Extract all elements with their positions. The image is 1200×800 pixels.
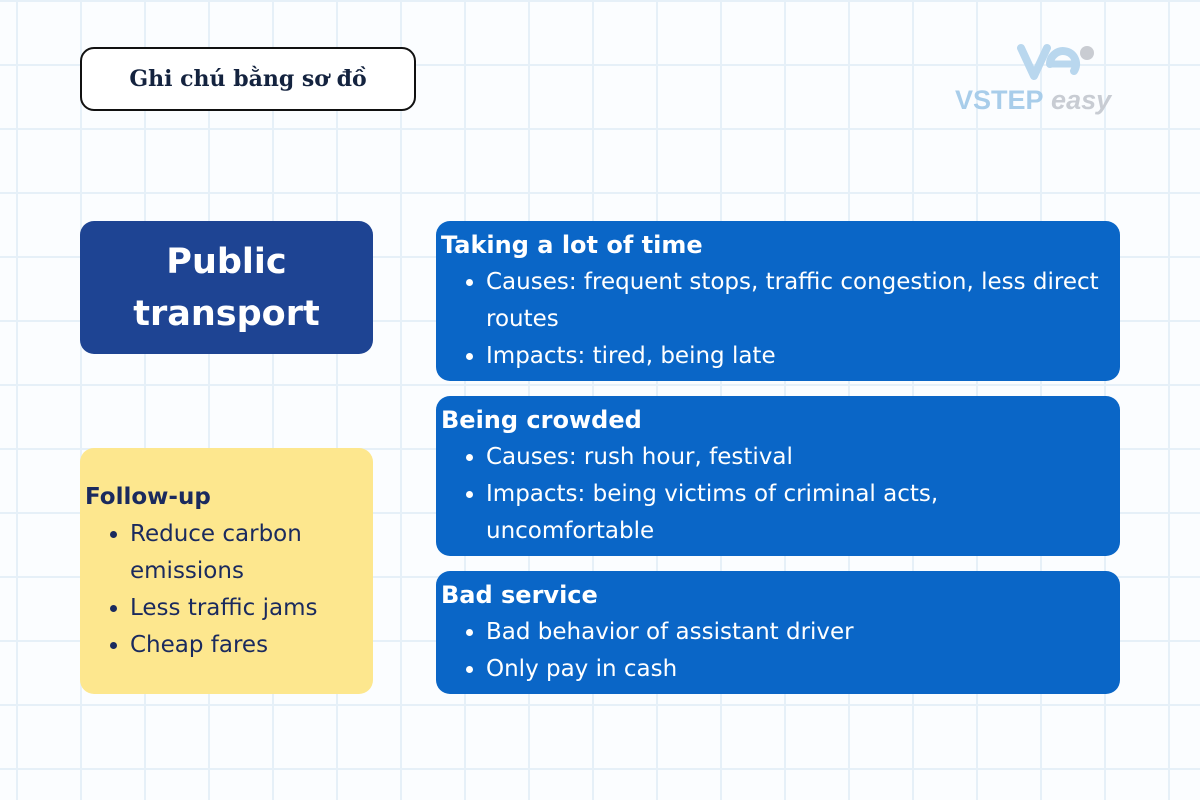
followup-heading: Follow-up	[85, 483, 211, 510]
followup-item: Cheap fares	[130, 627, 365, 664]
card-heading: Being crowded	[441, 406, 642, 434]
card-item: Only pay in cash	[486, 651, 1106, 688]
card-taking-time: Taking a lot of time Causes: frequent st…	[436, 221, 1120, 381]
card-item: Impacts: tired, being late	[486, 338, 1106, 375]
page-title-box: Ghi chú bằng sơ đồ	[80, 47, 416, 111]
logo-mark-icon	[1017, 44, 1094, 80]
logo-word-vstep: VSTEP	[955, 85, 1044, 115]
card-list: Bad behavior of assistant driver Only pa…	[441, 614, 1106, 688]
card-item: Impacts: being victims of criminal acts,…	[486, 476, 1106, 550]
main-topic-box: Public transport	[80, 221, 373, 354]
card-heading: Bad service	[441, 581, 598, 609]
main-topic-line-2: transport	[133, 293, 320, 334]
vstep-easy-logo: VSTEP easy	[955, 38, 1145, 122]
main-topic-line-1: Public	[166, 241, 287, 282]
followup-item: Less traffic jams	[130, 590, 365, 627]
card-heading: Taking a lot of time	[441, 231, 703, 259]
page-title: Ghi chú bằng sơ đồ	[129, 66, 367, 92]
card-bad-service: Bad service Bad behavior of assistant dr…	[436, 571, 1120, 694]
card-item: Causes: frequent stops, traffic congesti…	[486, 264, 1106, 338]
card-list: Causes: frequent stops, traffic congesti…	[441, 264, 1106, 375]
followup-box: Follow-up Reduce carbon emissions Less t…	[80, 448, 373, 694]
logo-wordmark: VSTEP easy	[955, 84, 1111, 116]
card-item: Causes: rush hour, festival	[486, 439, 1106, 476]
followup-list: Reduce carbon emissions Less traffic jam…	[85, 516, 365, 664]
logo-word-easy: easy	[1051, 85, 1112, 115]
card-being-crowded: Being crowded Causes: rush hour, festiva…	[436, 396, 1120, 556]
followup-item: Reduce carbon emissions	[130, 516, 365, 590]
card-list: Causes: rush hour, festival Impacts: bei…	[441, 439, 1106, 550]
card-item: Bad behavior of assistant driver	[486, 614, 1106, 651]
